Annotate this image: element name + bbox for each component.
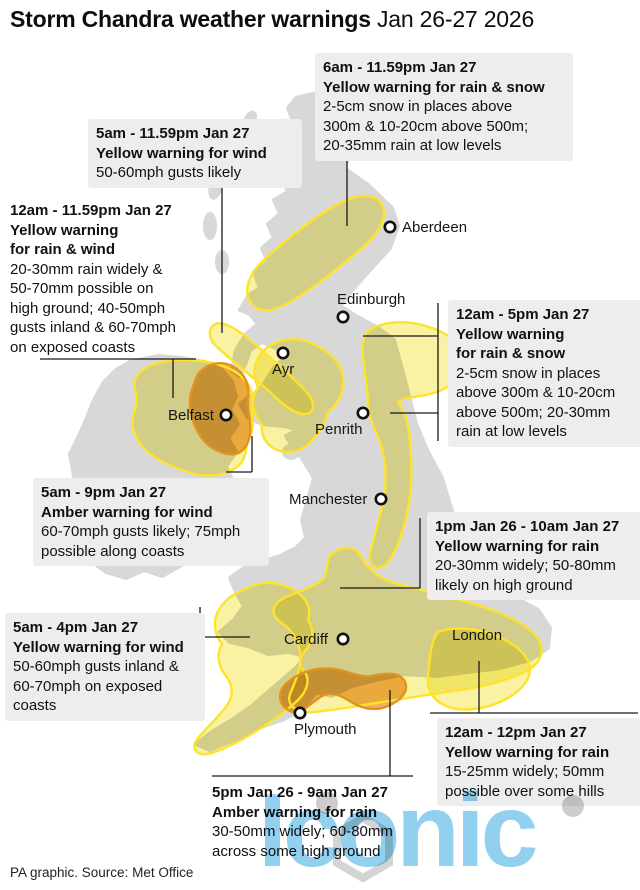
- page-title-main: Storm Chandra weather warnings: [10, 6, 371, 32]
- city-label-manchester: Manchester: [289, 491, 368, 508]
- annotation-warning: Yellow warning for wind: [96, 144, 267, 162]
- annotation-details: 20-30mm widely; 50-80mm likely on high g…: [435, 557, 616, 594]
- city-marker-manchester: [374, 492, 388, 506]
- hebrides-island-3: [203, 212, 217, 240]
- page-title: Storm Chandra weather warnings Jan 26-27…: [10, 6, 534, 33]
- watermark-dot-icon-1: [316, 792, 338, 814]
- annotation-details: 60-70mph gusts likely; 75mph possible al…: [41, 523, 241, 560]
- annotation-warning: Yellow warning for rain & wind: [10, 221, 119, 259]
- annotation-warning: Yellow warning for rain & snow: [456, 325, 566, 363]
- annotation-time: 5am - 9pm Jan 27: [41, 484, 167, 501]
- annotation-rain-wind-ni: 12am - 11.59pm Jan 27 Yellow warning for…: [2, 196, 208, 362]
- city-marker-aberdeen: [383, 220, 397, 234]
- annotation-time: 12am - 11.59pm Jan 27: [10, 202, 172, 219]
- watermark-dot-icon-2: [562, 795, 584, 817]
- annotation-time: 1pm Jan 26 - 10am Jan 27: [435, 518, 620, 535]
- city-marker-edinburgh: [336, 310, 350, 324]
- annotation-details: 50-60mph gusts inland & 60-70mph on expo…: [13, 658, 179, 714]
- annotation-details: 15-25mm widely; 50mm possible over some …: [445, 763, 605, 800]
- annotation-warning: Yellow warning for rain & snow: [323, 78, 545, 96]
- annotation-details: 30-50mm widely; 60-80mm across some high…: [212, 823, 393, 860]
- city-label-london: London: [452, 627, 503, 644]
- annotation-rain-snow-pennines: 12am - 5pm Jan 27 Yellow warning for rai…: [448, 300, 640, 447]
- city-marker-cardiff: [336, 632, 350, 646]
- annotation-wind-scotland: 5am - 11.59pm Jan 27 Yellow warning for …: [88, 119, 302, 188]
- city-marker-penrith: [356, 406, 370, 420]
- city-label-aberdeen: Aberdeen: [402, 219, 468, 236]
- city-marker-plymouth: [293, 706, 307, 720]
- city-marker-belfast: [219, 408, 233, 422]
- annotation-time: 5pm Jan 26 - 9am Jan 27: [212, 784, 388, 801]
- annotation-time: 5am - 4pm Jan 27: [13, 619, 139, 636]
- annotation-rain-england: 1pm Jan 26 - 10am Jan 27 Yellow warning …: [427, 512, 640, 600]
- annotation-details: 50-60mph gusts likely: [96, 164, 242, 181]
- annotation-rain-snow-north: 6am - 11.59pm Jan 27 Yellow warning for …: [315, 53, 573, 161]
- city-label-edinburgh: Edinburgh: [337, 291, 406, 308]
- annotation-warning: Amber warning for wind: [41, 503, 213, 521]
- annotation-warning: Yellow warning for rain: [445, 743, 610, 761]
- annotation-time: 6am - 11.59pm Jan 27: [323, 59, 477, 76]
- city-label-plymouth: Plymouth: [294, 721, 357, 738]
- source-credit: PA graphic. Source: Met Office: [10, 865, 194, 880]
- iconic-watermark: Iconic: [258, 773, 539, 889]
- city-label-ayr: Ayr: [272, 361, 295, 378]
- annotation-warning: Yellow warning for rain: [435, 537, 600, 555]
- annotation-amber-rain-southwest: 5pm Jan 26 - 9am Jan 27 Amber warning fo…: [204, 778, 428, 866]
- city-markers: [219, 220, 397, 720]
- annotation-details: 2-5cm snow in places above 300m & 10-20c…: [456, 364, 616, 441]
- annotation-wind-southwest: 5am - 4pm Jan 27 Yellow warning for wind…: [5, 613, 205, 721]
- annotation-amber-wind-ni: 5am - 9pm Jan 27 Amber warning for wind …: [33, 478, 269, 566]
- city-label-penrith: Penrith: [315, 421, 363, 438]
- page-title-date: Jan 26-27 2026: [370, 6, 535, 32]
- annotation-details: 2-5cm snow in places above 300m & 10-20c…: [323, 98, 529, 154]
- city-marker-ayr: [276, 346, 290, 360]
- annotation-warning: Yellow warning for wind: [13, 638, 184, 656]
- annotation-time: 5am - 11.59pm Jan 27: [96, 125, 250, 142]
- annotation-warning: Amber warning for rain: [212, 803, 378, 821]
- annotation-time: 12am - 12pm Jan 27: [445, 724, 587, 741]
- annotation-time: 12am - 5pm Jan 27: [456, 306, 590, 323]
- annotation-rain-southeast: 12am - 12pm Jan 27 Yellow warning for ra…: [437, 718, 640, 806]
- city-label-belfast: Belfast: [168, 407, 214, 424]
- watermark-hexagon-icon: [333, 813, 393, 883]
- city-label-cardiff: Cardiff: [284, 631, 328, 648]
- annotation-details: 20-30mm rain widely & 50-70mm possible o…: [10, 260, 176, 356]
